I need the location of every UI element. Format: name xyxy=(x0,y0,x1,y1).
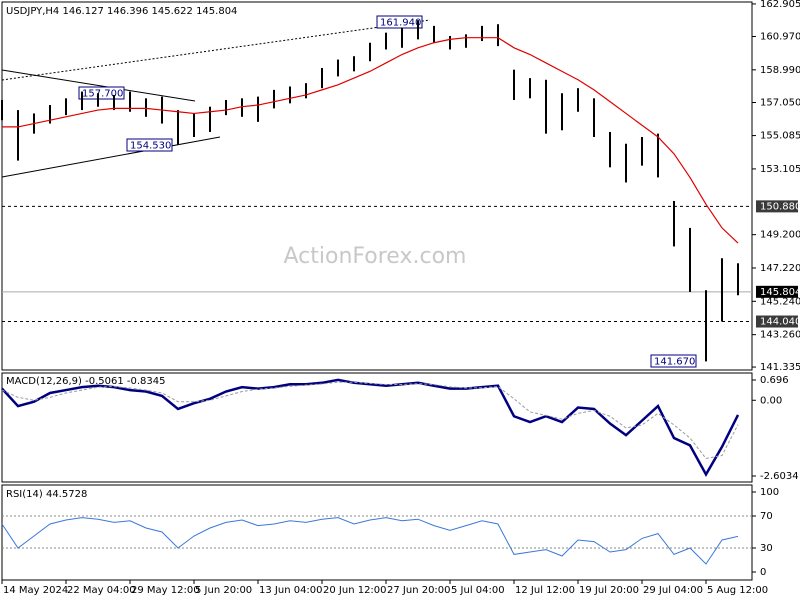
x-tick-label: 13 Jun 04:00 xyxy=(259,585,323,596)
x-tick-label: 27 Jun 20:00 xyxy=(387,585,451,596)
y-tick-label: 143.260 xyxy=(760,330,800,341)
y-tick-label: 30 xyxy=(760,543,773,554)
line xyxy=(2,37,739,244)
rsi-panel xyxy=(1,484,753,581)
y-tick-label: 145.240 xyxy=(760,296,800,307)
rsi-title: RSI(14) 44.5728 xyxy=(6,489,87,500)
y-tick-label: 158.990 xyxy=(760,65,800,76)
x-tick-label: 19 Jul 20:00 xyxy=(579,585,639,596)
y-tick-label: 100 xyxy=(760,487,779,498)
y-tick-label: 70 xyxy=(760,511,773,522)
annotation-text: 154.530 xyxy=(130,141,171,152)
y-tick-label: 153.105 xyxy=(760,164,800,175)
chart-title: USDJPY,H4 146.127 146.396 145.622 145.80… xyxy=(6,6,237,17)
y-tick-label: 155.085 xyxy=(760,131,800,142)
annotation: 161.940 xyxy=(376,15,423,29)
level-label-box xyxy=(756,200,798,213)
annotation-text: 157.700 xyxy=(82,89,123,100)
macd-title: MACD(12,26,9) -0.5061 -0.8345 xyxy=(6,376,166,387)
x-tick-label: 5 Aug 12:00 xyxy=(707,585,768,596)
y-tick-label: 160.970 xyxy=(760,32,800,43)
watermark: ActionForex.com xyxy=(284,244,467,269)
x-tick-label: 20 Jun 12:00 xyxy=(323,585,387,596)
y-tick-label: 0 xyxy=(760,567,766,578)
macd-panel xyxy=(1,372,753,483)
y-tick-label: 141.335 xyxy=(760,362,800,373)
trend-line xyxy=(1,136,221,178)
y-tick-label: 147.220 xyxy=(760,263,800,274)
price-panel xyxy=(1,1,753,371)
annotation: 157.700 xyxy=(78,86,125,100)
x-tick-label: 29 May 12:00 xyxy=(131,585,200,596)
y-tick-label: 0.00 xyxy=(760,395,782,406)
y-tick-label: 0.696 xyxy=(760,375,789,386)
level-label-box xyxy=(756,285,798,298)
x-tick-label: 12 Jul 12:00 xyxy=(515,585,575,596)
x-tick-label: 22 May 04:00 xyxy=(67,585,136,596)
level-label: 150.880 xyxy=(760,201,800,212)
y-tick-label: -2.6034 xyxy=(760,471,799,482)
level-label: 145.804 xyxy=(760,287,800,298)
x-tick-label: 5 Jun 20:00 xyxy=(195,585,252,596)
x-tick-label: 14 May 2024 xyxy=(3,585,68,596)
annotation: 154.530 xyxy=(126,138,173,152)
line xyxy=(1,517,739,565)
y-tick-label: 157.050 xyxy=(760,98,800,109)
x-tick-label: 5 Jul 04:00 xyxy=(451,585,505,596)
y-tick-label: 162.905 xyxy=(760,0,800,10)
level-label-box xyxy=(756,315,798,328)
line xyxy=(1,381,739,459)
x-tick-label: 29 Jul 04:00 xyxy=(643,585,703,596)
annotation-text: 161.940 xyxy=(380,18,421,29)
level-label: 144.040 xyxy=(760,317,800,328)
annotation-text: 141.670 xyxy=(654,357,695,368)
trend-line xyxy=(1,19,431,81)
annotation: 141.670 xyxy=(650,354,697,368)
y-tick-label: 149.200 xyxy=(760,230,800,241)
line xyxy=(1,378,740,477)
